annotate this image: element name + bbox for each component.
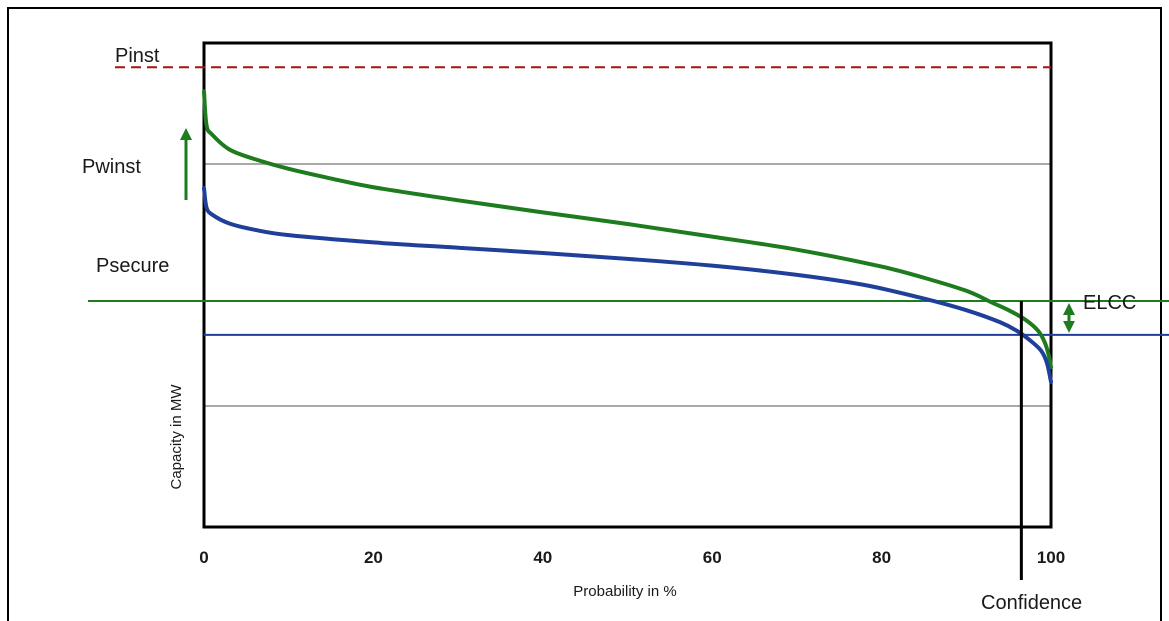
x-tick-label: 40 bbox=[533, 548, 552, 567]
series-lines bbox=[202, 89, 1053, 384]
series-line-1 bbox=[202, 186, 1053, 384]
x-tick-label: 100 bbox=[1037, 548, 1065, 567]
x-tick-label: 60 bbox=[703, 548, 722, 567]
confidence-label: Confidence bbox=[981, 592, 1082, 614]
figure-frame bbox=[7, 7, 1162, 621]
psecure-label: Psecure bbox=[96, 255, 169, 277]
x-tick-label: 20 bbox=[364, 548, 383, 567]
reference-lines bbox=[88, 66, 1169, 336]
x-tick-labels: 0 20 40 60 80 100 bbox=[199, 548, 1065, 567]
y-axis-title: Capacity in MW bbox=[168, 384, 185, 490]
x-tick-label: 80 bbox=[872, 548, 891, 567]
plot-area bbox=[202, 41, 1053, 529]
x-axis-title: Probability in % bbox=[573, 583, 676, 600]
elcc-label: ELCC bbox=[1083, 292, 1136, 314]
pinst-label: Pinst bbox=[115, 45, 160, 67]
grid-lines bbox=[204, 163, 1051, 407]
series-line-0 bbox=[202, 89, 1053, 370]
x-tick-label: 0 bbox=[199, 548, 208, 567]
pwinst-label: Pwinst bbox=[82, 156, 141, 178]
